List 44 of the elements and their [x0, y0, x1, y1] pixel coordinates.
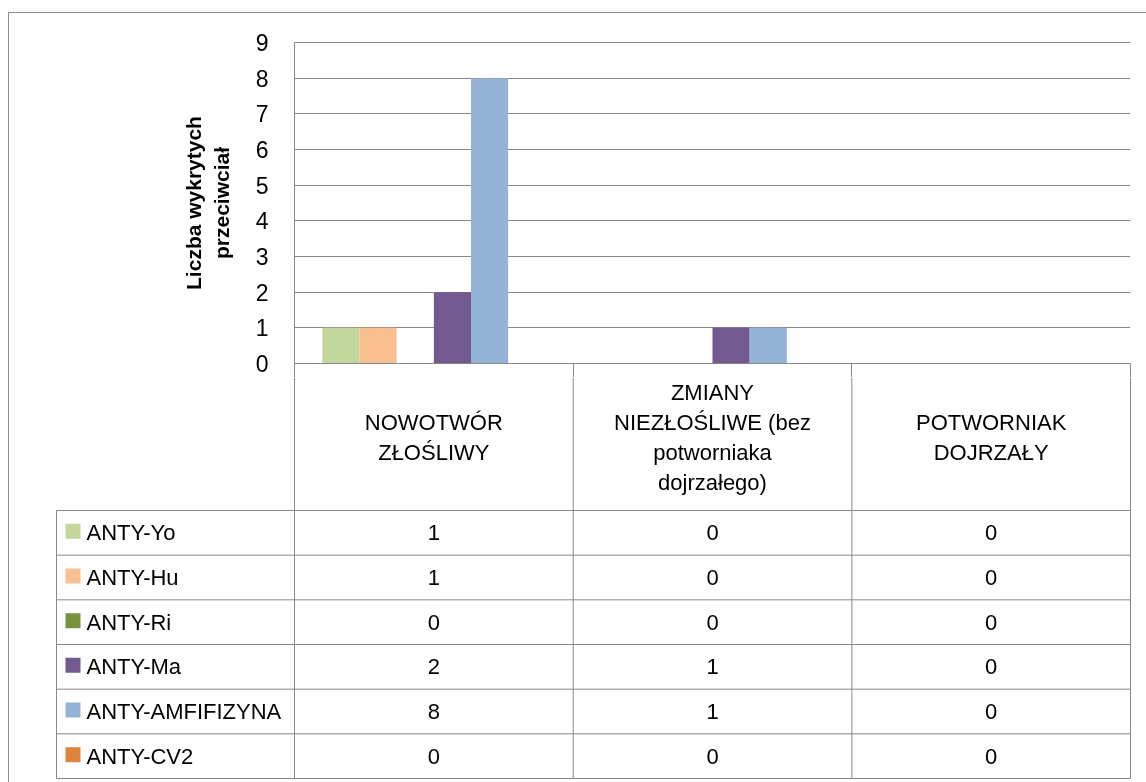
bar — [470, 78, 509, 364]
data-label: 0 — [706, 609, 719, 635]
data-label: 1 — [427, 520, 440, 546]
bar — [749, 327, 787, 364]
y-tick-label: 0 — [255, 351, 269, 377]
legend-label: ANTY-Ma — [86, 654, 182, 680]
data-label: 0 — [706, 565, 719, 590]
y-tick-label: 4 — [255, 208, 269, 235]
y-axis-title: Liczba wykrytych przeciwciał — [182, 116, 233, 290]
legend-label: ANTY-Ri — [86, 609, 172, 635]
legend-label: ANTY-CV2 — [86, 743, 194, 769]
data-label: 0 — [985, 520, 998, 546]
data-label: 0 — [985, 654, 998, 680]
data-label: 0 — [985, 565, 998, 590]
legend-label: ANTY-Hu — [86, 565, 179, 590]
x-tick-label: ZMIANY NIEZŁOŚLIWE (bez potworniaka dojrzałego) — [614, 379, 811, 495]
data-label: 0 — [985, 699, 998, 724]
data-label: 0 — [985, 743, 998, 769]
y-tick-label: 8 — [255, 65, 269, 92]
data-label: 0 — [985, 609, 998, 635]
data-label: 2 — [427, 654, 440, 680]
legend-label: ANTY-AMFIFIZYNA — [86, 699, 282, 724]
data-label: 0 — [427, 609, 440, 635]
bar — [359, 327, 397, 364]
y-tick-label: 6 — [255, 137, 269, 163]
y-tick-label: 3 — [255, 244, 269, 270]
data-label: 0 — [706, 520, 719, 546]
y-tick-label: 9 — [255, 30, 269, 56]
data-label: 1 — [706, 699, 719, 724]
data-label: 0 — [427, 743, 440, 769]
y-tick-label: 5 — [255, 172, 269, 199]
data-label: 0 — [706, 743, 719, 769]
y-tick-label: 1 — [255, 315, 269, 342]
bar — [322, 327, 360, 364]
y-tick-label: 7 — [255, 101, 269, 128]
bar — [712, 327, 750, 364]
x-tick-label: POTWORNIAK DOJRZAŁY — [916, 409, 1067, 465]
x-tick-label: NOWOTWÓR ZŁOŚLIWY — [364, 409, 503, 465]
data-label: 1 — [706, 654, 719, 680]
data-label: 1 — [427, 565, 440, 590]
y-tick-label: 2 — [255, 279, 269, 306]
data-label: 8 — [427, 699, 440, 724]
bar — [433, 292, 471, 364]
legend-label: ANTY-Yo — [86, 520, 176, 546]
